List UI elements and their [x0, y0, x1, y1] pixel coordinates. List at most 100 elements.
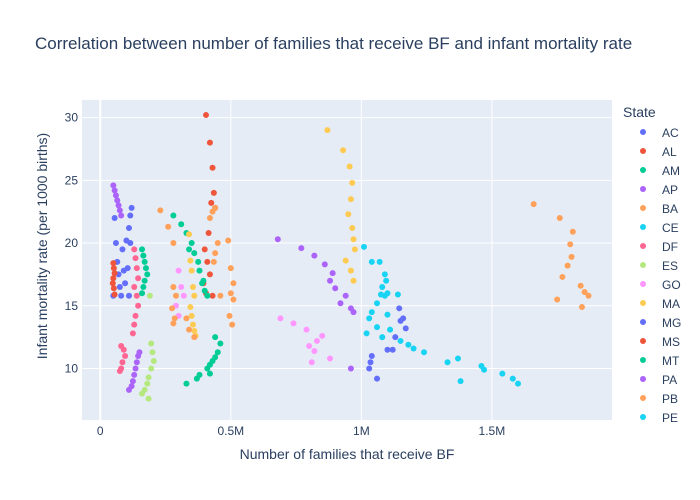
series-ba: [530, 201, 592, 311]
data-point: [144, 271, 151, 278]
legend-item-am[interactable]: AM: [640, 164, 680, 178]
legend-item-ma[interactable]: MA: [640, 297, 680, 311]
data-point: [178, 221, 185, 228]
data-point: [128, 204, 135, 211]
legend-item-mg[interactable]: MG: [640, 316, 681, 330]
data-point: [225, 237, 232, 244]
legend-item-ce[interactable]: CE: [640, 221, 679, 235]
legend-marker: [640, 186, 646, 192]
data-point: [306, 342, 313, 349]
data-point: [205, 230, 212, 237]
data-point: [337, 300, 344, 307]
data-point: [567, 241, 574, 248]
data-point: [111, 187, 118, 194]
data-point: [141, 258, 148, 265]
data-point: [210, 258, 217, 265]
legend-item-ba[interactable]: BA: [640, 202, 678, 216]
data-point: [115, 202, 122, 209]
data-point: [135, 302, 142, 309]
data-point: [327, 355, 334, 362]
legend-item-go[interactable]: GO: [640, 278, 681, 292]
data-point: [144, 380, 151, 387]
data-point: [351, 246, 358, 253]
data-point: [581, 289, 588, 295]
data-point: [125, 292, 132, 299]
data-point: [559, 273, 566, 280]
data-point: [374, 324, 381, 331]
legend-marker: [640, 129, 646, 135]
data-point: [384, 346, 391, 353]
legend-marker: [640, 167, 646, 173]
legend-item-al[interactable]: AL: [640, 145, 677, 159]
data-point: [119, 246, 126, 253]
legend-label: PA: [662, 373, 677, 387]
data-point: [217, 292, 224, 299]
legend-marker: [640, 148, 646, 154]
data-point: [374, 375, 381, 382]
data-point: [556, 214, 563, 221]
data-point: [569, 228, 576, 235]
data-point: [376, 258, 383, 265]
data-point: [145, 395, 152, 402]
legend-item-ac[interactable]: AC: [640, 126, 679, 140]
data-point: [208, 199, 215, 206]
y-axis-label: Infant mortality rate (per 1000 births): [34, 132, 50, 360]
data-point: [366, 315, 373, 322]
legend-item-ap[interactable]: AP: [640, 183, 678, 197]
data-point: [201, 287, 208, 294]
data-point: [131, 283, 138, 290]
data-point: [127, 212, 134, 219]
data-point: [212, 250, 219, 257]
legend-item-pe[interactable]: PE: [640, 411, 678, 425]
data-point: [454, 355, 461, 362]
data-point: [110, 285, 117, 292]
data-point: [329, 270, 336, 277]
data-point: [319, 332, 326, 339]
data-point: [214, 349, 221, 356]
data-point: [212, 334, 219, 341]
data-point: [578, 304, 585, 311]
legend-item-df[interactable]: DF: [640, 240, 678, 254]
legend-item-ms[interactable]: MS: [640, 335, 680, 349]
data-point: [394, 291, 401, 298]
data-point: [303, 326, 310, 333]
series-ce: [360, 243, 522, 387]
data-point: [392, 334, 399, 341]
data-point: [212, 354, 219, 361]
data-point: [209, 292, 216, 299]
data-point: [568, 253, 575, 260]
data-point: [367, 359, 374, 366]
data-point: [347, 305, 354, 312]
data-point: [206, 139, 213, 146]
data-point: [141, 277, 148, 284]
data-point: [196, 267, 203, 274]
legend-label: MA: [662, 297, 680, 311]
legend-item-pb[interactable]: PB: [640, 392, 678, 406]
legend-item-pa[interactable]: PA: [640, 373, 677, 387]
y-tick-label: 25: [65, 173, 79, 187]
data-point: [227, 265, 234, 272]
data-point: [146, 292, 153, 299]
data-point: [110, 275, 117, 282]
legend-title: State: [623, 104, 656, 120]
legend-label: MG: [662, 316, 681, 330]
data-point: [405, 341, 412, 348]
data-point: [360, 243, 367, 250]
data-point: [577, 282, 584, 289]
data-point: [363, 330, 370, 337]
legend-label: AC: [662, 126, 679, 140]
data-point: [125, 225, 132, 231]
data-point: [230, 280, 237, 287]
data-point: [203, 112, 210, 119]
data-point: [128, 383, 135, 390]
legend-item-mt[interactable]: MT: [640, 354, 680, 368]
data-point: [139, 246, 146, 253]
data-point: [129, 330, 136, 337]
data-point: [384, 311, 391, 318]
data-point: [402, 325, 409, 332]
data-point: [229, 321, 236, 328]
data-point: [347, 267, 354, 274]
data-point: [515, 380, 522, 387]
legend-item-es[interactable]: ES: [640, 259, 678, 273]
data-point: [131, 371, 138, 378]
